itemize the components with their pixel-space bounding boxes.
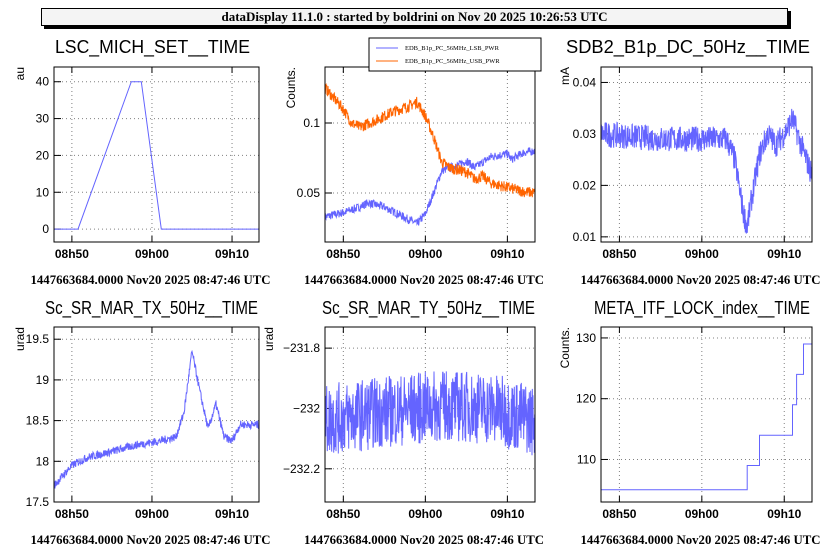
time-origin-label: 1447663684.0000 Nov20 2025 08:47:46 UTC	[31, 533, 271, 547]
time-origin-label: 1447663684.0000 Nov20 2025 08:47:46 UTC	[304, 273, 544, 287]
plot-panel-3: 08h50 09h00 09h10 0.01 0.02 0.03 0.04 SDB2_B1p_…	[558, 37, 821, 287]
plot-title: SDB2_B1p_DC_50Hz__TIME	[566, 37, 810, 58]
y-axis-label: Counts.	[558, 327, 572, 368]
plot-panel-5: 08h50 09h00 09h10 −232.2 −232 −231.8 Sc_SR_MAR…	[262, 298, 544, 547]
x-tick-label: 09h00	[135, 247, 169, 261]
x-tick-label: 08h50	[326, 507, 360, 521]
plot-title: META_ITF_LOCK_index__TIME	[594, 298, 810, 319]
plot-title: Sc_SR_MAR_TX_50Hz__TIME	[45, 298, 258, 319]
y-tick-label: 0.02	[573, 178, 597, 192]
y-tick-label: 17.5	[26, 495, 50, 509]
series-line-1	[601, 343, 812, 491]
plot-frame	[53, 66, 260, 243]
x-tick-label: 09h10	[215, 507, 249, 521]
y-tick-label: −231.8	[283, 341, 320, 355]
plot-frame	[600, 326, 813, 503]
x-tick-label: 08h50	[55, 247, 89, 261]
time-origin-label: 1447663684.0000 Nov20 2025 08:47:46 UTC	[31, 273, 271, 287]
y-tick-label: 19.5	[26, 332, 50, 346]
series-line-1	[324, 371, 536, 456]
plot-frame	[600, 66, 813, 243]
x-tick-label: 09h10	[767, 247, 801, 261]
y-tick-label: 0.03	[573, 127, 597, 141]
y-axis-label: mA	[558, 67, 572, 85]
time-origin-label: 1447663684.0000 Nov20 2025 08:47:46 UTC	[304, 533, 544, 547]
legend: EDB_B1p_PC_56MHz_LSB_PWR EDB_B1p_PC_56MHz…	[368, 37, 542, 72]
x-tick-label: 09h10	[767, 507, 801, 521]
legend-entry: EDB_B1p_PC_56MHz_LSB_PWR	[405, 45, 500, 52]
x-tick-label: 09h10	[490, 507, 524, 521]
x-tick-label: 08h50	[602, 247, 636, 261]
y-tick-label: 10	[36, 185, 50, 199]
y-axis-label: urad	[13, 327, 27, 351]
y-tick-label: 40	[36, 75, 50, 89]
time-origin-label: 1447663684.0000 Nov20 2025 08:47:46 UTC	[581, 273, 821, 287]
plot-frame	[53, 326, 260, 503]
y-tick-label: −232.2	[283, 462, 320, 476]
y-tick-label: 30	[36, 112, 50, 126]
app-header: dataDisplay 11.1.0 : started by boldrini…	[41, 8, 788, 26]
y-tick-label: 18.5	[26, 414, 50, 428]
y-tick-label: 0	[42, 222, 49, 236]
y-tick-label: 120	[576, 392, 596, 406]
plot-frame	[324, 326, 536, 503]
plot-panel-2: 08h50 09h00 09h10 0.05 0.1 Counts. 1447663684.…	[284, 37, 544, 287]
x-tick-label: 09h00	[685, 507, 719, 521]
y-axis-label: au	[13, 67, 27, 80]
series-line-1	[600, 108, 813, 234]
series-line-1	[324, 146, 536, 226]
plot-panel-1: 08h50 09h00 09h10 0 10 20 30 40 LSC_MICH_SET__TI…	[13, 37, 271, 287]
y-tick-label: 130	[576, 331, 596, 345]
plot-title: LSC_MICH_SET__TIME	[55, 37, 250, 58]
x-tick-label: 09h10	[215, 247, 249, 261]
y-tick-label: 0.05	[297, 186, 321, 200]
y-axis-label: urad	[262, 327, 276, 351]
x-tick-label: 09h00	[408, 507, 442, 521]
y-tick-label: 0.01	[573, 230, 597, 244]
header-title: dataDisplay 11.1.0 : started by boldrini…	[221, 9, 608, 24]
legend-box	[368, 37, 542, 72]
x-tick-label: 08h50	[55, 507, 89, 521]
y-tick-label: 110	[577, 452, 596, 466]
x-tick-label: 09h00	[135, 507, 169, 521]
y-tick-label: 0.1	[303, 116, 320, 130]
x-tick-label: 09h10	[490, 247, 524, 261]
series-line-1	[54, 81, 259, 230]
time-origin-label: 1447663684.0000 Nov20 2025 08:47:46 UTC	[581, 533, 821, 547]
y-tick-label: −232	[293, 401, 320, 415]
y-axis-label: Counts.	[284, 67, 298, 108]
legend-entry: EDB_B1p_PC_56MHz_USB_PWR	[405, 58, 500, 65]
x-tick-label: 08h50	[602, 507, 636, 521]
y-tick-label: 19	[36, 373, 50, 387]
plot-panel-6: 08h50 09h00 09h10 110 120 130 META_ITF_LOCK_in…	[558, 298, 821, 547]
y-tick-label: 20	[36, 148, 50, 162]
x-tick-label: 08h50	[326, 247, 360, 261]
x-tick-label: 09h00	[685, 247, 719, 261]
plot-panel-4: 08h50 09h00 09h10 17.5 18 18.5 19 19.5 Sc_SR_MAR…	[13, 298, 271, 547]
plot-title: Sc_SR_MAR_TY_50Hz__TIME	[322, 298, 535, 319]
x-tick-label: 09h00	[408, 247, 442, 261]
series-line-2	[324, 82, 536, 198]
series-line-1	[53, 349, 260, 489]
y-tick-label: 0.04	[573, 75, 597, 89]
y-tick-label: 18	[36, 454, 50, 468]
